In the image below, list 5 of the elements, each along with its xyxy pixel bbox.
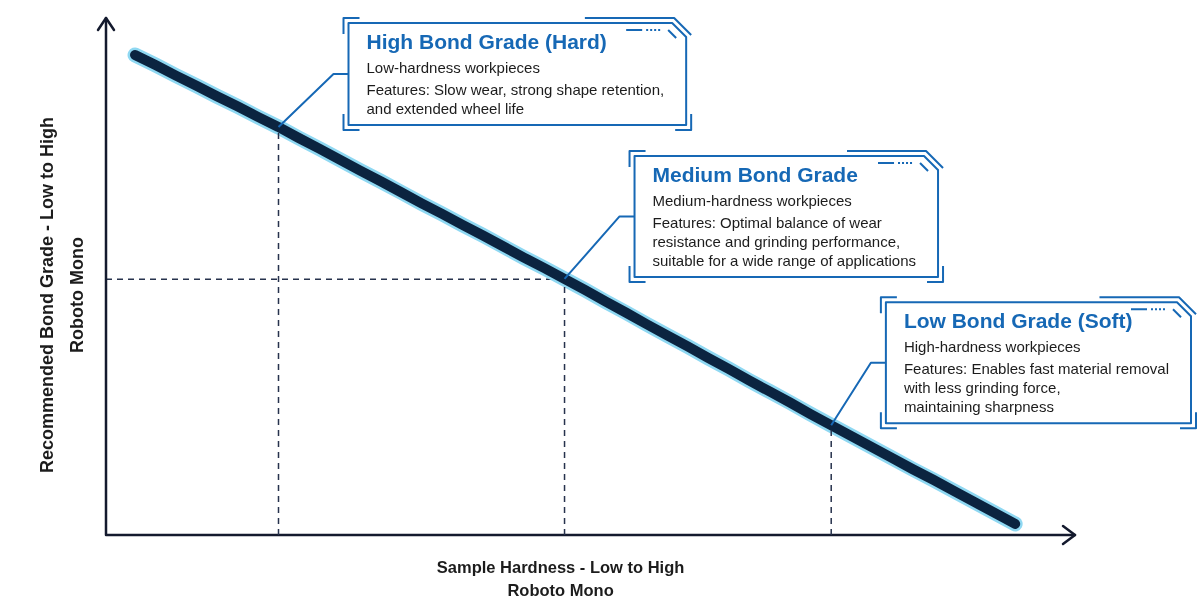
annotation: High Bond Grade (Hard) Low-hardness workpieces Features: Slow wear, strong shape retention, and extended wheel life [366,30,665,118]
y-axis-title: Recommended Bond Grade - Low to High Roboto Mono [36,116,87,473]
x-axis-title: Sample Hardness - Low to High Roboto Mono [436,557,685,599]
annotation: Low Bond Grade (Soft) High-hardness workpieces Features: Enables fast material removal with less grinding force, maintaining sharpness [902,309,1170,416]
annotation: Medium Bond Grade Medium-hardness workpieces Features: Optimal balance of wear resistance and grinding performance, suitable for a wide range of applications [652,162,917,269]
